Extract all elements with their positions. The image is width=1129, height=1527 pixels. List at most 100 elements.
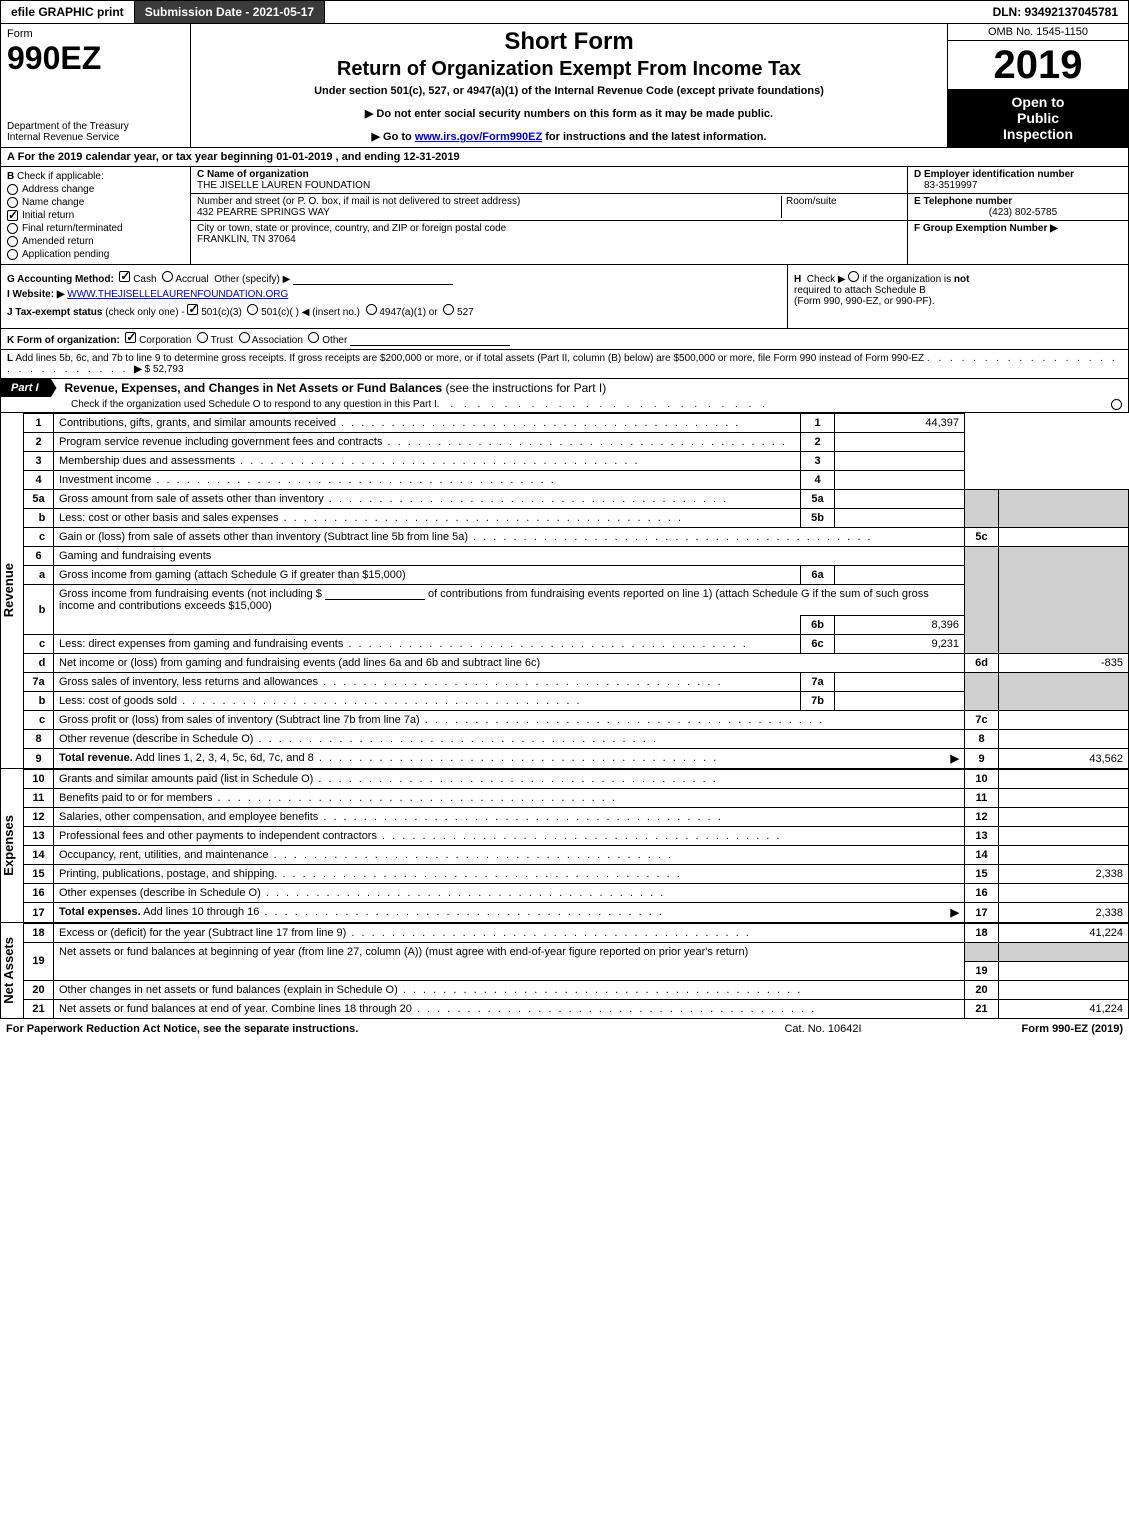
h-text4: (Form 990, 990-EZ, or 990-PF). <box>794 296 935 307</box>
ma-7b <box>835 692 965 711</box>
column-c: C Name of organization THE JISELLE LAURE… <box>191 167 908 264</box>
chk-cash[interactable] <box>119 271 130 282</box>
ln-7a: 7a <box>24 673 54 692</box>
d-ein-value: 83-3519997 <box>914 180 1122 191</box>
txt-18: Excess or (deficit) for the year (Subtra… <box>59 927 751 939</box>
amt-17: 2,338 <box>999 903 1129 923</box>
amt-13 <box>999 827 1129 846</box>
amt-10 <box>999 770 1129 789</box>
chk-4947[interactable] <box>366 304 377 315</box>
chk-application-pending[interactable] <box>7 249 18 260</box>
chk-schedule-b[interactable] <box>848 271 859 282</box>
l-letter: L <box>7 353 13 364</box>
chk-527[interactable] <box>443 304 454 315</box>
chk-other-org[interactable] <box>308 332 319 343</box>
ln-21: 21 <box>24 999 54 1018</box>
f-arrow-icon: ▶ <box>1050 223 1058 234</box>
chk-initial-return[interactable] <box>7 210 18 221</box>
amt-20 <box>999 980 1129 999</box>
txt-11: Benefits paid to or for members <box>59 792 617 804</box>
h-not: not <box>954 274 970 285</box>
chk-final-return[interactable] <box>7 223 18 234</box>
line-a-taxyear: A For the 2019 calendar year, or tax yea… <box>0 148 1129 167</box>
irs-link[interactable]: www.irs.gov/Form990EZ <box>415 131 542 143</box>
footer-form-pre: Form <box>1022 1023 1053 1035</box>
table-row: 13Professional fees and other payments t… <box>24 827 1129 846</box>
revenue-table: 1Contributions, gifts, grants, and simil… <box>23 413 1129 769</box>
goto-post: for instructions and the latest informat… <box>542 131 766 143</box>
form-word: Form <box>7 28 184 40</box>
ln-20: 20 <box>24 980 54 999</box>
ma-6b: 8,396 <box>835 616 965 635</box>
ml-5b: 5b <box>801 509 835 528</box>
insp-line3: Inspection <box>952 126 1124 142</box>
chk-schedule-o-part1[interactable] <box>1111 399 1122 410</box>
part1-schedule-o-text: Check if the organization used Schedule … <box>71 399 437 410</box>
table-row: 18 Excess or (deficit) for the year (Subt… <box>24 924 1129 943</box>
ln-16: 16 <box>24 884 54 903</box>
6b-contrib-input[interactable] <box>325 588 425 600</box>
table-row: 8Other revenue (describe in Schedule O)8 <box>24 730 1129 749</box>
amt-21: 41,224 <box>999 999 1129 1018</box>
table-row: 19Net assets or fund balances at beginni… <box>24 943 1129 962</box>
amt-2 <box>835 433 965 452</box>
chk-501c3[interactable] <box>187 304 198 315</box>
form-header: Form 990EZ Department of the Treasury In… <box>0 24 1129 148</box>
amt-11 <box>999 789 1129 808</box>
amt-6d: -835 <box>999 654 1129 673</box>
ssn-warning: ▶ Do not enter social security numbers o… <box>199 107 939 120</box>
other-specify-input[interactable] <box>293 273 453 285</box>
chk-amended-return[interactable] <box>7 236 18 247</box>
lbl-initial-return: Initial return <box>22 210 74 221</box>
ml-7a: 7a <box>801 673 835 692</box>
website-link[interactable]: WWW.THEJISELLELAURENFOUNDATION.ORG <box>67 289 288 300</box>
lbl-corporation: Corporation <box>139 335 191 346</box>
column-g: G Accounting Method: Cash Accrual Other … <box>1 265 788 328</box>
arrow-9-icon: ▶ <box>951 752 959 765</box>
column-b: B Check if applicable: Address change Na… <box>1 167 191 264</box>
nl-8: 8 <box>965 730 999 749</box>
txt-6d: Net income or (loss) from gaming and fun… <box>59 657 540 669</box>
nl-12: 12 <box>965 808 999 827</box>
ln-6: 6 <box>24 547 54 566</box>
netassets-side: Net Assets <box>0 923 23 1019</box>
c-addr-label: Number and street (or P. O. box, if mail… <box>197 196 781 207</box>
goto-pre: ▶ Go to <box>372 131 415 143</box>
table-row: 11Benefits paid to or for members11 <box>24 789 1129 808</box>
form-subtitle: Under section 501(c), 527, or 4947(a)(1)… <box>199 85 939 97</box>
chk-corporation[interactable] <box>125 332 136 343</box>
chk-trust[interactable] <box>197 332 208 343</box>
chk-association[interactable] <box>239 332 250 343</box>
txt-16: Other expenses (describe in Schedule O) <box>59 887 665 899</box>
j-sub: (check only one) - <box>105 307 184 318</box>
l-text: Add lines 5b, 6c, and 7b to line 9 to de… <box>15 353 924 364</box>
k-label: K Form of organization: <box>7 335 120 346</box>
b-letter: B <box>7 171 14 182</box>
chk-address-change[interactable] <box>7 184 18 195</box>
table-row: bGross income from fundraising events (n… <box>24 585 1129 616</box>
amt-4 <box>835 471 965 490</box>
efile-print-button[interactable]: efile GRAPHIC print <box>1 1 135 23</box>
org-street: 432 PEARRE SPRINGS WAY <box>197 207 781 218</box>
amt-18: 41,224 <box>999 924 1129 943</box>
amt-16 <box>999 884 1129 903</box>
amt-7c <box>999 711 1129 730</box>
gray-5-amt <box>999 490 1129 528</box>
e-phone-value: (423) 802-5785 <box>914 207 1122 218</box>
omb-number: OMB No. 1545-1150 <box>948 24 1128 41</box>
other-org-input[interactable] <box>350 334 510 346</box>
ln-6a: a <box>24 566 54 585</box>
chk-501c[interactable] <box>247 304 258 315</box>
line-l: L Add lines 5b, 6c, and 7b to line 9 to … <box>0 350 1129 379</box>
chk-accrual[interactable] <box>162 271 173 282</box>
revenue-section: Revenue 1Contributions, gifts, grants, a… <box>0 413 1129 769</box>
nl-15: 15 <box>965 865 999 884</box>
gray-19-amt <box>999 943 1129 962</box>
ln-18: 18 <box>24 924 54 943</box>
footer-form-num: 990-EZ <box>1052 1023 1088 1035</box>
chk-name-change[interactable] <box>7 197 18 208</box>
txt-1: Contributions, gifts, grants, and simila… <box>59 417 740 429</box>
dln-label: DLN: 93492137045781 <box>983 1 1128 23</box>
ln-7b: b <box>24 692 54 711</box>
c-city-label: City or town, state or province, country… <box>197 223 901 234</box>
